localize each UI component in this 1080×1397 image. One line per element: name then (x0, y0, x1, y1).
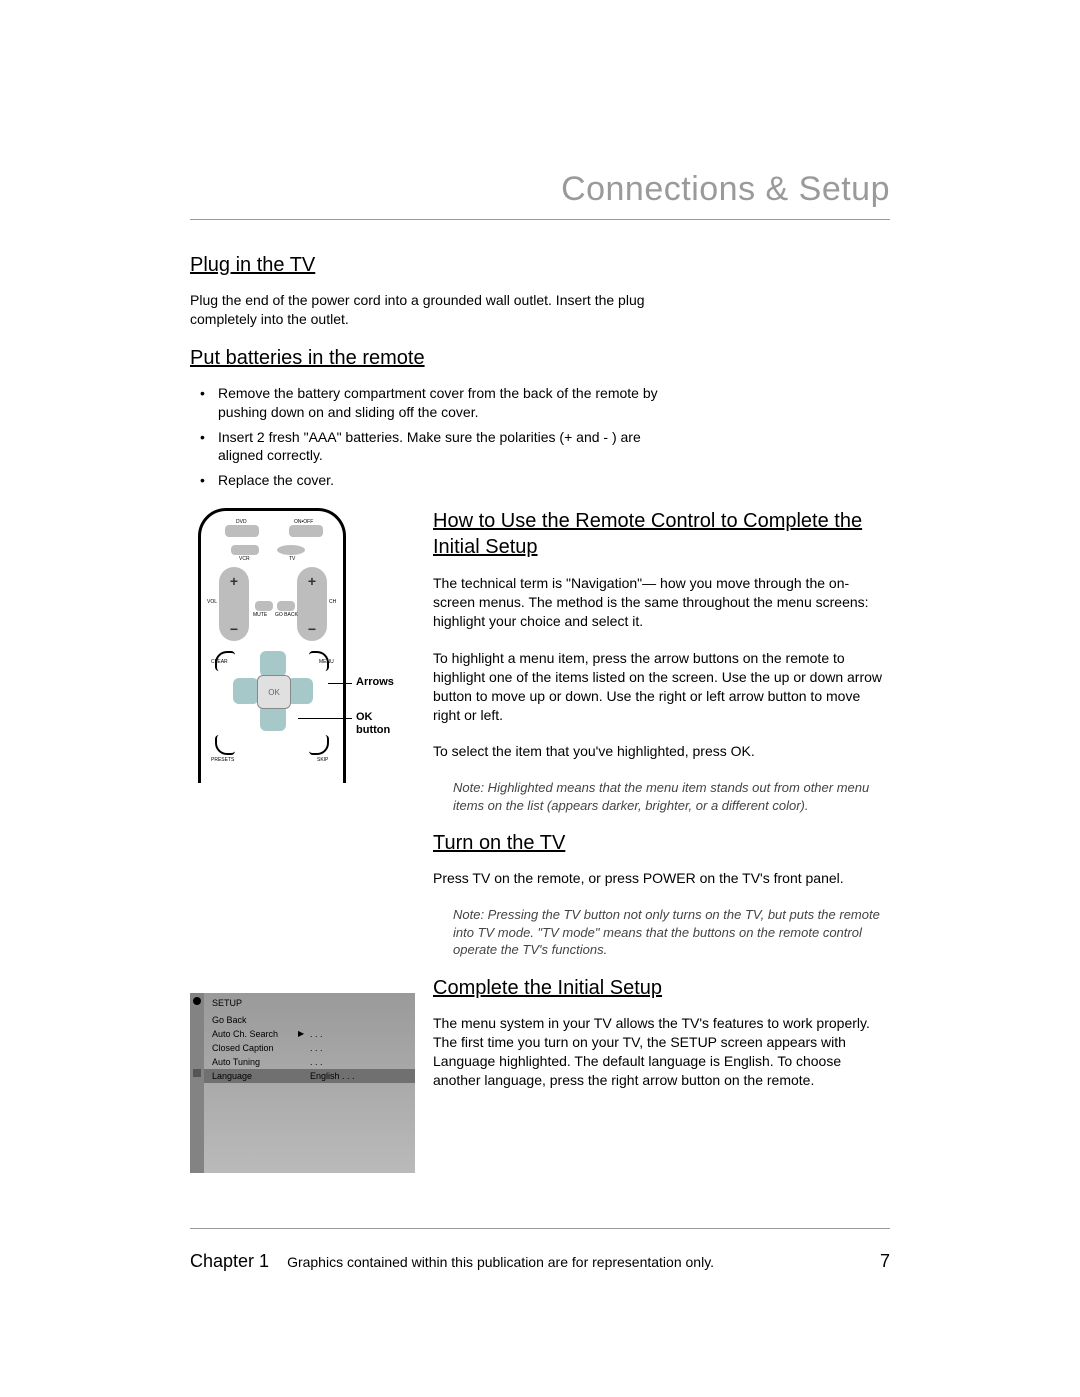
heading-batteries: Put batteries in the remote (190, 347, 890, 370)
remote-btn-goback (277, 601, 295, 611)
menu-icon (193, 1069, 201, 1077)
batteries-list: Remove the battery compartment cover fro… (190, 384, 890, 490)
remote-diagram: DVD ON•OFF VCR TV +− +− VOL CH MUTE GO B… (190, 508, 415, 798)
divider-bottom (190, 1228, 890, 1229)
heading-complete-setup: Complete the Initial Setup (433, 977, 890, 1000)
menu-title: SETUP (212, 998, 242, 1008)
text-highlight: To highlight a menu item, press the arro… (433, 649, 890, 725)
list-item: Replace the cover. (190, 471, 688, 490)
remote-btn-onoff (289, 525, 323, 537)
note-highlighted: Note: Highlighted means that the menu it… (453, 779, 890, 814)
remote-dpad: OK (233, 651, 313, 731)
arrow-up-icon (260, 651, 286, 677)
remote-label-goback: GO BACK (275, 612, 298, 618)
heading-turn-on: Turn on the TV (433, 832, 890, 855)
remote-rocker-ch: +− (297, 567, 327, 641)
heading-remote-setup: How to Use the Remote Control to Complet… (433, 508, 890, 560)
remote-label-skip: SKIP (317, 757, 328, 763)
arrow-left-icon (233, 678, 259, 704)
callout-line (328, 683, 352, 684)
remote-label-vcr: VCR (239, 556, 250, 562)
remote-btn-vcr (231, 545, 259, 555)
list-item: Remove the battery compartment cover fro… (190, 384, 688, 422)
heading-plug-in: Plug in the TV (190, 254, 890, 277)
callout-arrows: Arrows (356, 676, 394, 688)
menu-item-language: Language (212, 1071, 252, 1081)
menu-arrow-icon: ▶ (298, 1029, 304, 1038)
note-tv-mode: Note: Pressing the TV button not only tu… (453, 906, 890, 959)
footer-note: Graphics contained within this publicati… (287, 1254, 880, 1270)
menu-item-goback: Go Back (212, 1015, 247, 1025)
menu-item-cc: Closed Caption (212, 1043, 274, 1053)
remote-label-presets: PRESETS (211, 757, 234, 763)
divider-top (190, 219, 890, 220)
menu-value: . . . (310, 1029, 323, 1039)
footer-chapter: Chapter 1 (190, 1251, 269, 1272)
remote-label-mute: MUTE (253, 612, 267, 618)
text-navigation: The technical term is "Navigation"— how … (433, 574, 890, 631)
menu-value: . . . (310, 1057, 323, 1067)
callout-ok: OK button (356, 711, 390, 737)
remote-label-tv: TV (289, 556, 295, 562)
chapter-title: Connections & Setup (190, 170, 890, 209)
callout-line (298, 718, 352, 719)
menu-item-autotuning: Auto Tuning (212, 1057, 260, 1067)
footer-page-number: 7 (880, 1251, 890, 1272)
arrow-down-icon (260, 705, 286, 731)
menu-value: . . . (310, 1043, 323, 1053)
page-footer: Chapter 1 Graphics contained within this… (190, 1251, 890, 1272)
text-plug-in: Plug the end of the power cord into a gr… (190, 291, 660, 329)
remote-label-ch: CH (329, 599, 336, 605)
text-turn-on: Press TV on the remote, or press POWER o… (433, 869, 890, 888)
text-select: To select the item that you've highlight… (433, 742, 890, 761)
setup-menu-screenshot: SETUP Go Back Auto Ch. Search ▶ . . . Cl… (190, 993, 415, 1173)
menu-item-autosearch: Auto Ch. Search (212, 1029, 278, 1039)
menu-icon (193, 997, 201, 1005)
remote-rocker-vol: +− (219, 567, 249, 641)
remote-ok-button: OK (257, 675, 291, 709)
remote-label-vol: VOL (207, 599, 217, 605)
menu-value-language: English . . . (310, 1071, 355, 1081)
list-item: Insert 2 fresh "AAA" batteries. Make sur… (190, 428, 688, 466)
remote-btn-mute (255, 601, 273, 611)
remote-btn-tv (277, 545, 305, 555)
text-complete-setup: The menu system in your TV allows the TV… (433, 1014, 890, 1090)
remote-btn-dvd (225, 525, 259, 537)
